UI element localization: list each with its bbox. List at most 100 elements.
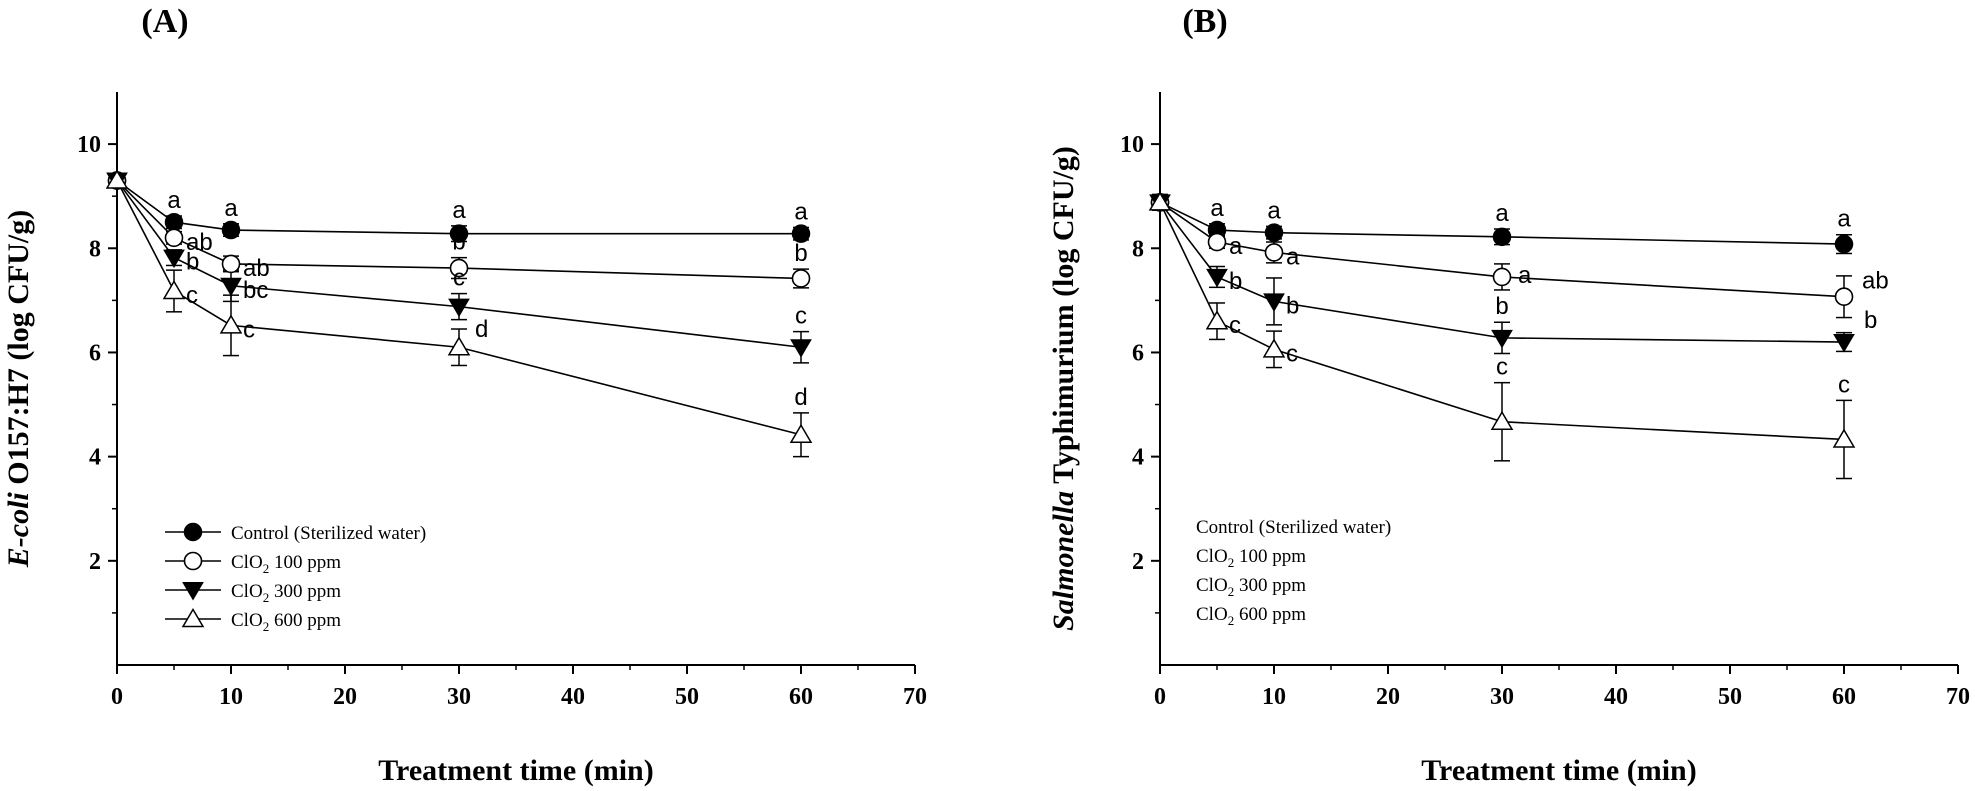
legend-label-main: ClO [231, 581, 263, 602]
y-tick-label: 6 [89, 340, 101, 366]
significance-letter: d [794, 384, 807, 411]
significance-letter: bc [243, 277, 268, 304]
series-4-markers [105, 169, 813, 444]
significance-letter: a [167, 187, 181, 214]
significance-letter: c [1496, 354, 1508, 381]
significance-letter: a [1286, 243, 1300, 270]
significance-letter: a [1210, 195, 1224, 222]
legend-label-subscript: 2 [263, 619, 270, 634]
legend-label: ClO2 300 ppm [1196, 575, 1306, 599]
x-tick-label: 0 [111, 684, 123, 710]
data-point [791, 269, 811, 288]
significance-letter: b [1495, 293, 1508, 320]
significance-letter: a [1229, 233, 1243, 260]
legend-label-rest: 300 ppm [1234, 575, 1306, 596]
x-tick-label: 30 [1490, 684, 1514, 710]
data-point [1491, 329, 1513, 349]
series-4-letters: c c d d [186, 282, 808, 411]
significance-letter: a [452, 197, 466, 224]
y-axis-label-italic: Salmonella [1047, 491, 1080, 631]
legend-label-rest: 100 ppm [1234, 546, 1306, 567]
series-3-letters: b bc c c [186, 249, 807, 330]
data-point [1834, 234, 1854, 254]
x-tick-label: 30 [447, 684, 471, 710]
data-point [1492, 267, 1512, 287]
legend-marker [181, 608, 205, 628]
legend-label-rest: 600 ppm [1234, 604, 1306, 625]
legend-label-subscript: 2 [263, 561, 270, 576]
x-tick-label: 40 [561, 684, 585, 710]
legend-marker [182, 582, 204, 601]
significance-letter: a [224, 195, 238, 222]
significance-letter: ab [243, 255, 270, 282]
x-tick-label: 60 [1832, 684, 1856, 710]
x-axis-label: Treatment time (min) [1421, 754, 1696, 787]
data-point [105, 169, 129, 189]
panel-label: (A) [141, 3, 188, 40]
x-tick-label: 0 [1154, 684, 1166, 710]
significance-letter: b [186, 249, 199, 276]
data-point [1206, 268, 1228, 288]
y-axis-label-rest: O157:H7 (log CFU/g) [2, 210, 35, 492]
x-tick-label: 10 [1262, 684, 1286, 710]
legend-label-main: ClO [231, 552, 263, 573]
legend-label: ClO2 100 ppm [1196, 546, 1306, 570]
legend-label-subscript: 2 [1228, 584, 1235, 599]
x-tick-label: 20 [333, 684, 357, 710]
series-3-letters: b b b b [1229, 268, 1877, 334]
legend: Control (Sterilized water)ClO2 100 ppmCl… [1196, 517, 1391, 628]
significance-letter: ab [1862, 268, 1889, 295]
data-point [790, 339, 812, 358]
data-point [789, 423, 813, 444]
data-point [1207, 232, 1227, 252]
x-tick-label: 50 [675, 684, 699, 710]
legend-label-rest: 300 ppm [269, 581, 341, 602]
significance-letter: c [1838, 371, 1850, 398]
significance-letter: b [1286, 292, 1299, 319]
legend-label-rest: 600 ppm [269, 610, 341, 631]
y-tick-label: 4 [89, 445, 101, 471]
y-axis-label: E-coli O157:H7 (log CFU/g) [2, 210, 35, 568]
data-point [448, 298, 470, 318]
significance-letter: c [186, 282, 198, 309]
data-point [1833, 334, 1855, 353]
significance-letter: a [1495, 200, 1509, 227]
data-point [164, 228, 184, 248]
y-tick-label: 4 [1132, 445, 1144, 471]
series-2-letters: a a a ab [1229, 233, 1889, 295]
y-tick-label: 6 [1132, 340, 1144, 366]
significance-letter: ab [186, 229, 213, 256]
legend-label: ClO2 100 ppm [231, 552, 341, 576]
series-2-markers [1150, 193, 1854, 307]
x-tick-label: 70 [1946, 684, 1970, 710]
legend-label: Control (Sterilized water) [231, 523, 426, 544]
significance-letter: d [475, 316, 488, 343]
x-tick-label: 10 [219, 684, 243, 710]
data-point [221, 220, 241, 240]
y-tick-label: 8 [89, 236, 101, 262]
significance-letter: a [1837, 206, 1851, 233]
series-2-markers [107, 171, 811, 288]
data-point [1834, 287, 1854, 307]
significance-letter: a [1267, 197, 1281, 224]
x-tick-label: 70 [903, 684, 927, 710]
data-point [164, 212, 184, 232]
data-point [163, 249, 185, 269]
data-point [1264, 223, 1284, 242]
data-point [791, 224, 811, 243]
legend-label: ClO2 600 ppm [231, 610, 341, 634]
y-axis-label-italic: E-coli [2, 492, 35, 569]
significance-letter: b [1229, 268, 1242, 295]
legend: Control (Sterilized water)ClO2 100 ppmCl… [165, 522, 426, 634]
series-4-letters: c c c c [1229, 312, 1850, 398]
data-point [220, 277, 242, 297]
data-point [1262, 338, 1286, 358]
x-tick-label: 20 [1376, 684, 1400, 710]
significance-letter: c [795, 303, 807, 330]
panel-label: (B) [1182, 3, 1227, 40]
legend-marker [183, 551, 203, 571]
data-point [1264, 243, 1284, 262]
x-axis-label: Treatment time (min) [378, 754, 653, 787]
